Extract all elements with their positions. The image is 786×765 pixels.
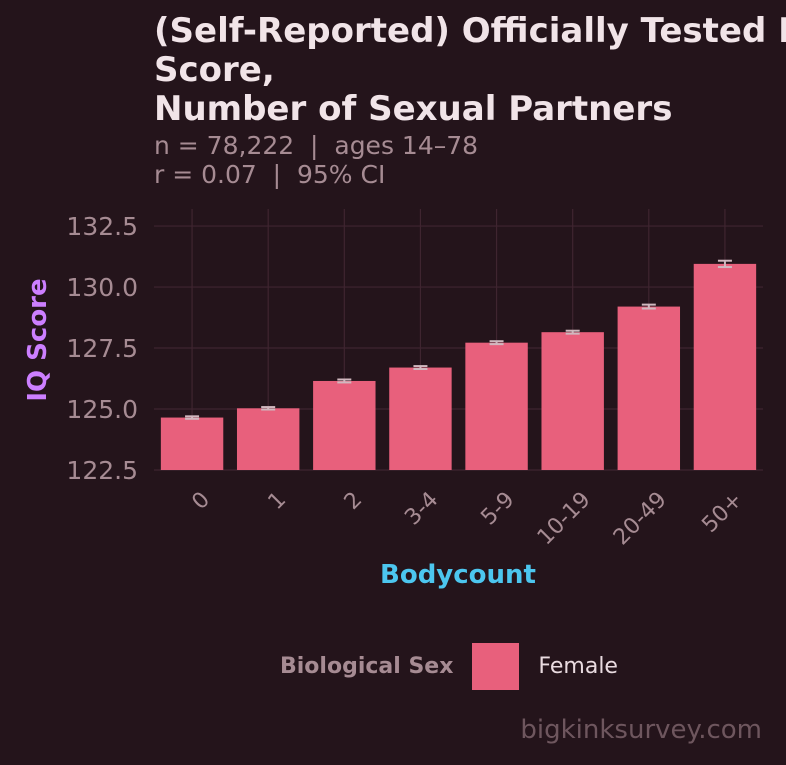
x-tick-labels: 0 1 2 3-4 5-9 10-19 20-49 50+ — [187, 487, 747, 550]
bar — [313, 380, 376, 470]
bar — [160, 417, 224, 470]
y-axis-label: IQ Score — [23, 278, 53, 401]
x-tick-label: 2 — [340, 487, 368, 515]
x-tick-label: 1 — [264, 487, 292, 515]
bar — [693, 263, 757, 470]
bars — [160, 263, 757, 470]
y-tick-label: 132.5 — [66, 212, 138, 241]
bar — [541, 332, 604, 470]
x-tick-label: 5-9 — [476, 487, 519, 530]
y-tick-label: 125.0 — [66, 395, 138, 424]
chart-subtitle: n = 78,222 | ages 14–78 r = 0.07 | 95% C… — [154, 131, 479, 189]
error-bars — [185, 259, 732, 420]
bar — [389, 367, 452, 470]
bar — [617, 306, 681, 470]
x-tick-label: 20-49 — [609, 487, 672, 550]
legend-label-female: Female — [538, 653, 618, 679]
legend: Biological Sex Female — [280, 642, 618, 690]
x-tick-label: 3-4 — [400, 487, 443, 530]
y-tick-label: 130.0 — [66, 273, 138, 302]
legend-title: Biological Sex — [280, 653, 454, 679]
y-tick-label: 127.5 — [66, 334, 138, 363]
x-tick-label: 0 — [187, 487, 215, 515]
y-tick-labels: 122.5 125.0 127.5 130.0 132.5 — [66, 212, 138, 485]
x-axis-label: Bodycount — [380, 560, 536, 590]
x-tick-label: 50+ — [697, 487, 748, 538]
x-tick-label: 10-19 — [533, 487, 596, 550]
watermark: bigkinksurvey.com — [520, 715, 762, 745]
bar — [236, 408, 300, 470]
y-tick-label: 122.5 — [66, 456, 138, 485]
legend-swatch-female — [472, 642, 520, 690]
bar — [465, 342, 528, 470]
chart-title: (Self-Reported) Officially Tested IQ Sco… — [154, 11, 786, 129]
